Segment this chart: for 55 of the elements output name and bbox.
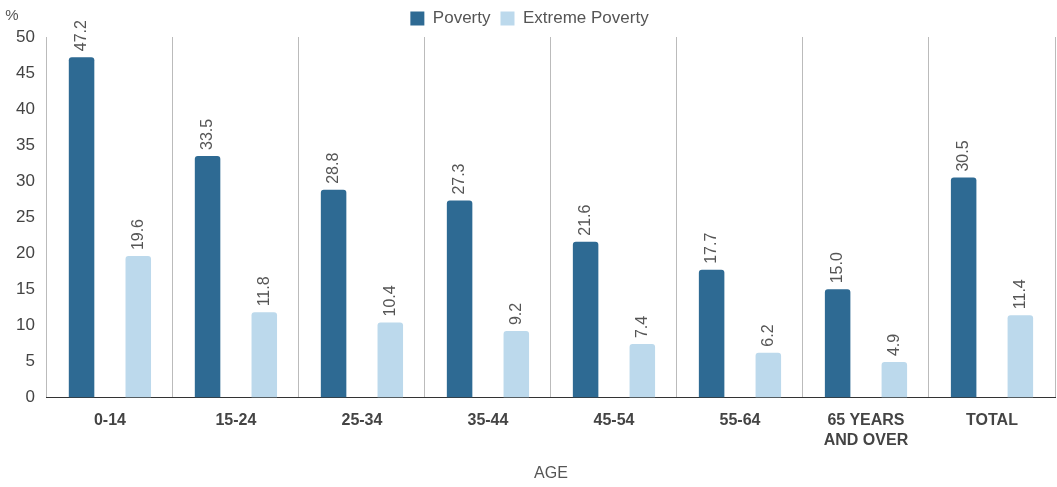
bar [251,312,278,398]
bar [881,362,908,398]
y-tick-label: 30 [15,170,35,190]
x-tick-label: 25-34 [341,411,383,429]
y-tick-label: 25 [15,206,35,226]
x-tick-label: 65 YEARS AND OVER [823,411,909,448]
bar [824,289,851,398]
y-tick-label: 15 [15,278,35,298]
data-label: 33.5 [197,118,215,150]
data-label: 17.7 [702,232,720,264]
data-label: 6.2 [758,324,776,347]
x-axis-title: AGE [534,463,568,481]
data-label: 10.4 [380,285,398,317]
legend-label: Extreme Poverty [522,8,650,28]
y-tick-label: 0 [25,387,35,407]
x-tick-label: 45-54 [593,411,635,429]
data-label: 11.8 [254,276,272,307]
legend-label: Poverty [432,8,491,28]
x-tick-label: 55-64 [719,411,761,429]
y-tick-label: 50 [15,26,35,46]
bar [698,269,725,398]
x-tick-label: 35-44 [467,411,509,429]
y-tick-label: 5 [25,351,35,371]
bar [377,322,404,398]
bar [446,200,473,398]
bar [1007,315,1034,398]
data-label: 21.6 [576,204,594,236]
bar [950,177,977,398]
data-label: 7.4 [632,315,650,339]
data-label: 9.2 [506,302,524,326]
x-tick-label: 15-24 [215,411,257,429]
y-axis-title: % [5,5,19,23]
y-tick-label: 35 [15,134,35,154]
bar [572,241,599,398]
data-label: 15.0 [828,252,846,284]
y-tick-label: 45 [15,62,35,82]
data-label: 27.3 [450,163,467,195]
x-tick-label: 0-14 [93,411,127,429]
data-label: 4.9 [884,333,902,357]
bar [320,189,347,398]
y-tick-label: 40 [15,98,35,118]
bar [503,331,530,398]
y-tick-label: 20 [15,242,35,262]
bar [68,57,95,398]
bar [194,155,221,398]
bar [629,344,656,398]
bar [125,256,152,398]
data-label: 30.5 [954,140,972,172]
data-label: 28.8 [323,152,341,184]
x-tick-label: TOTAL [966,411,1019,429]
data-label: 47.2 [71,19,89,52]
bar [755,352,782,398]
data-label: 11.4 [1010,279,1028,310]
y-tick-label: 10 [15,315,35,335]
data-label: 19.6 [128,218,146,251]
